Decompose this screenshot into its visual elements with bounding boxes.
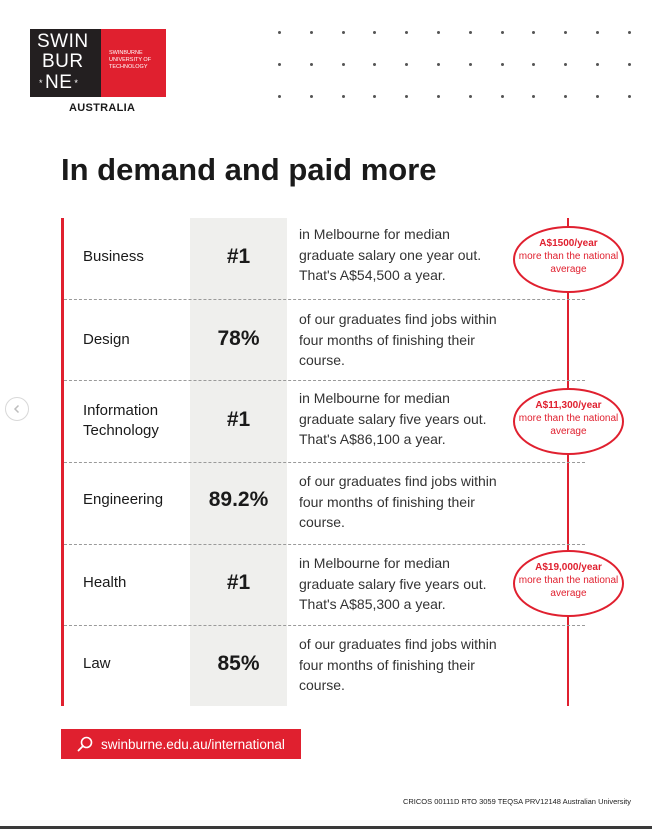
decorative-dot bbox=[278, 95, 281, 98]
logo-university-name: SWINBURNE UNIVERSITY OF TECHNOLOGY bbox=[109, 50, 152, 70]
row-description: of our graduates find jobs within four m… bbox=[299, 311, 497, 368]
decorative-dot bbox=[564, 95, 568, 98]
row-divider bbox=[64, 544, 585, 545]
decorative-dot bbox=[627, 31, 631, 34]
bubble-text: more than the national average bbox=[518, 575, 619, 599]
field-label: Information Technology bbox=[83, 402, 159, 439]
decorative-dot bbox=[373, 31, 377, 34]
stats-table: Business #1 in Melbourne for median grad… bbox=[61, 218, 624, 706]
decorative-dot bbox=[596, 95, 599, 98]
decorative-dot bbox=[532, 31, 536, 34]
bottom-edge bbox=[0, 826, 652, 829]
decorative-dot bbox=[564, 31, 568, 34]
search-icon bbox=[77, 736, 93, 752]
row-description: of our graduates find jobs within four m… bbox=[299, 473, 497, 530]
decorative-dot bbox=[341, 63, 345, 66]
decorative-dot bbox=[500, 63, 504, 66]
decorative-dot bbox=[373, 95, 377, 98]
logo-wordmark: SWIN BUR * NE * bbox=[30, 29, 101, 97]
carousel-prev-button[interactable] bbox=[5, 397, 29, 421]
decorative-dot bbox=[596, 63, 599, 66]
bubble-amount: A$19,000/year bbox=[535, 562, 602, 573]
bubble-text: more than the national average bbox=[518, 251, 619, 275]
field-label: Business bbox=[83, 248, 144, 265]
field-label: Law bbox=[83, 655, 111, 672]
row-divider bbox=[64, 299, 585, 300]
logo-university-panel: SWINBURNE UNIVERSITY OF TECHNOLOGY bbox=[101, 29, 166, 97]
table-row-health: Health #1 in Melbourne for median gradua… bbox=[61, 544, 585, 625]
field-label: Health bbox=[83, 574, 127, 591]
logo-line-1: SWIN bbox=[37, 31, 89, 52]
decorative-dot bbox=[437, 63, 440, 66]
decorative-dot bbox=[468, 31, 472, 34]
logo-star-right: * bbox=[74, 78, 79, 88]
decorative-dot bbox=[532, 63, 536, 66]
decorative-dot bbox=[627, 95, 631, 98]
table-row-engineering: Engineering 89.2% of our graduates find … bbox=[61, 462, 585, 544]
salary-bubble-business: A$1500/year more than the national avera… bbox=[513, 226, 624, 293]
decorative-dot bbox=[278, 31, 281, 34]
row-description: in Melbourne for median graduate salary … bbox=[299, 226, 482, 283]
decorative-dot-grid bbox=[278, 31, 638, 101]
table-row-design: Design 78% of our graduates find jobs wi… bbox=[61, 299, 585, 380]
decorative-dot bbox=[596, 31, 599, 34]
row-description: of our graduates find jobs within four m… bbox=[299, 636, 497, 693]
decorative-dot bbox=[309, 31, 313, 34]
metric-value: 89.2% bbox=[208, 488, 269, 511]
table-row-law: Law 85% of our graduates find jobs withi… bbox=[61, 625, 585, 706]
decorative-dot bbox=[278, 63, 281, 66]
decorative-dot bbox=[500, 95, 504, 98]
salary-bubble-information-technology: A$11,300/year more than the national ave… bbox=[513, 388, 624, 455]
bubble-amount: A$1500/year bbox=[539, 238, 598, 249]
field-label: Engineering bbox=[83, 491, 164, 508]
logo-star-left: * bbox=[39, 78, 44, 88]
table-row-business: Business #1 in Melbourne for median grad… bbox=[61, 218, 585, 299]
page-title: In demand and paid more bbox=[61, 152, 437, 187]
decorative-dot bbox=[437, 31, 440, 34]
logo-line-2: BUR bbox=[42, 51, 84, 72]
decorative-dot bbox=[468, 63, 472, 66]
website-link-button[interactable]: swinburne.edu.au/international bbox=[61, 729, 301, 759]
bubble-amount: A$11,300/year bbox=[535, 400, 602, 411]
decorative-dot bbox=[309, 63, 313, 66]
decorative-dot bbox=[564, 63, 568, 66]
row-divider bbox=[64, 462, 585, 463]
salary-bubble-health: A$19,000/year more than the national ave… bbox=[513, 550, 624, 617]
table-row-information-technology: Information Technology #1 in Melbourne f… bbox=[61, 380, 585, 462]
field-label: Design bbox=[83, 331, 130, 348]
row-divider bbox=[64, 380, 585, 381]
decorative-dot bbox=[532, 95, 536, 98]
metric-value: #1 bbox=[226, 571, 251, 594]
decorative-dot bbox=[500, 31, 504, 34]
bubble-text: more than the national average bbox=[518, 413, 619, 437]
decorative-dot bbox=[405, 63, 409, 66]
decorative-dot bbox=[405, 31, 409, 34]
metric-value: #1 bbox=[226, 408, 251, 431]
decorative-dot bbox=[341, 31, 345, 34]
left-accent-line bbox=[61, 218, 64, 706]
decorative-dot bbox=[405, 95, 409, 98]
decorative-dot bbox=[309, 95, 313, 98]
swinburne-logo: SWIN BUR * NE * SWINBURNE UNIVERSITY OF TE… bbox=[30, 29, 166, 97]
accreditation-footer: CRICOS 00111D RTO 3059 TEQSA PRV12148 Au… bbox=[402, 797, 631, 806]
chevron-left-icon bbox=[13, 404, 20, 414]
metric-value: #1 bbox=[226, 245, 251, 268]
row-description: in Melbourne for median graduate salary … bbox=[299, 390, 487, 447]
logo-country: AUSTRALIA bbox=[69, 102, 136, 114]
decorative-dot bbox=[468, 95, 472, 98]
decorative-dot bbox=[627, 63, 631, 66]
row-description: in Melbourne for median graduate salary … bbox=[299, 555, 487, 612]
decorative-dot bbox=[437, 95, 440, 98]
decorative-dot bbox=[341, 95, 345, 98]
website-link-label: swinburne.edu.au/international bbox=[101, 736, 285, 752]
logo-line-3: * NE * bbox=[37, 73, 80, 93]
row-divider bbox=[64, 625, 585, 626]
metric-value: 78% bbox=[217, 327, 260, 350]
decorative-dot bbox=[373, 63, 377, 66]
logo-line-3-text: NE bbox=[45, 72, 73, 94]
metric-value: 85% bbox=[217, 652, 260, 675]
